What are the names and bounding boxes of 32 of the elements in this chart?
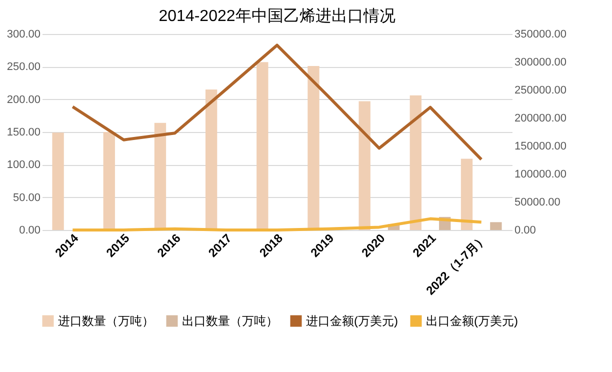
y2-tick-label: 50000.00 — [514, 196, 560, 208]
bar — [358, 101, 370, 230]
y-tick-label: 150.00 — [6, 126, 40, 138]
y2-tick-label: 0.00 — [514, 224, 536, 236]
legend-label: 出口数量（万吨） — [182, 314, 278, 328]
line-series — [71, 44, 483, 161]
y2-tick-label: 350000.00 — [514, 28, 566, 40]
bar — [460, 158, 473, 230]
line-series — [71, 217, 483, 232]
y2-tick-label: 300000.00 — [514, 56, 566, 68]
chart-title: 2014-2022年中国乙烯进出口情况 — [158, 7, 396, 25]
legend-label: 进口金额(万美元) — [306, 314, 398, 328]
y2-tick-label: 250000.00 — [514, 84, 566, 96]
bar — [256, 62, 268, 230]
y-tick-label: 250.00 — [6, 61, 40, 74]
y2-tick-label: 150000.00 — [514, 140, 566, 152]
bar — [205, 90, 218, 230]
y-tick-label: 200.00 — [6, 94, 40, 106]
legend-label: 出口金额(万美元) — [426, 314, 518, 328]
y-tick-label: 0.00 — [19, 224, 40, 236]
y-tick-label: 100.00 — [6, 159, 40, 172]
y2-tick-label: 200000.00 — [514, 112, 566, 124]
bar — [103, 132, 115, 230]
bar — [154, 122, 166, 230]
bar — [490, 222, 502, 230]
y-tick-label: 50.00 — [12, 192, 40, 204]
y2-tick-label: 100000.00 — [514, 168, 566, 180]
bar — [308, 66, 320, 230]
bar — [52, 132, 64, 230]
legend-label: 进口数量（万吨） — [58, 314, 154, 328]
y-tick-label: 300.00 — [6, 28, 40, 40]
bar — [410, 95, 422, 230]
